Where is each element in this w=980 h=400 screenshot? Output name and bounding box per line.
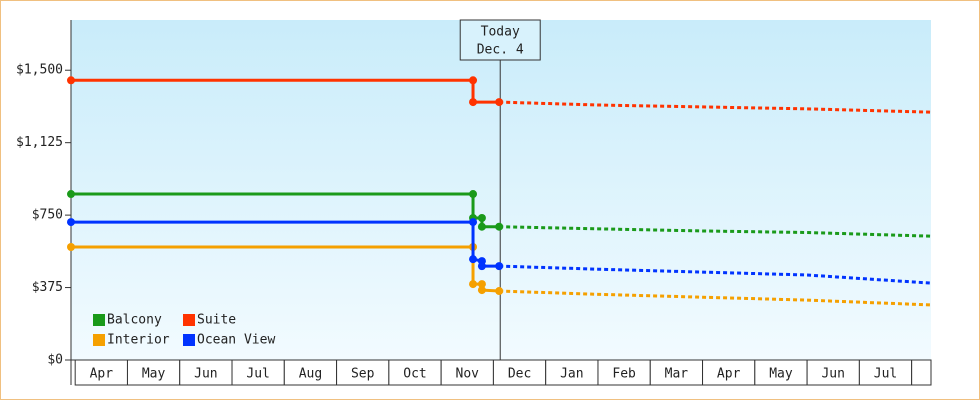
point [477,222,486,231]
y-tick-label: $750 [32,208,63,223]
x-tick-label: Apr [717,367,741,382]
x-tick-label: Nov [456,367,480,382]
x-tick-label: May [769,367,793,382]
point [477,280,486,289]
x-tick-box [911,359,932,386]
x-tick-label: Aug [299,367,322,382]
legend-swatch [183,314,195,326]
point [469,218,478,227]
point [67,190,75,199]
y-tick-label: $375 [32,280,63,295]
point [67,218,75,227]
x-tick-box [440,359,494,386]
x-tick-label: May [142,367,166,382]
point [495,287,504,296]
point [495,262,504,271]
plot-area [71,20,931,360]
x-tick-box [806,359,860,386]
forecast-line [499,100,932,114]
x-tick-box [649,359,704,386]
series-line [71,78,500,104]
forecast-line [499,289,932,307]
x-tick-label: Dec [508,367,531,382]
legend-label: Suite [197,313,236,328]
legend-swatch [93,314,105,326]
point [469,76,478,85]
point [477,286,486,295]
x-tick-label: Jun [821,367,844,382]
point [67,242,75,251]
x-tick-label: Jul [874,367,897,382]
y-tick-label: $1,125 [16,135,63,150]
x-tick-label: Apr [90,367,114,382]
y-tick-label: $1,500 [16,63,63,78]
forecast-line [499,225,932,238]
x-tick-label: Mar [665,367,689,382]
y-tick-label: $0 [47,353,63,368]
legend-swatch [183,334,195,346]
point [469,280,478,289]
annotation-text: Dec. 4 [477,43,524,58]
x-tick-label: Jun [194,367,217,382]
forecast-line [499,264,932,285]
annotation-box [459,19,541,61]
point [469,255,478,264]
legend-label: Interior [107,333,170,348]
x-tick-label: Sep [351,367,375,382]
point [495,98,504,107]
point [469,190,478,199]
point [469,98,478,107]
point [477,262,486,271]
x-tick-label: Feb [612,367,636,382]
x-tick-box [754,359,808,386]
legend-label: Balcony [107,313,162,328]
point [67,76,75,85]
x-tick-label: Jan [560,367,583,382]
legend-label: Ocean View [197,333,275,348]
annotation-text: Today [481,25,520,40]
legend-swatch [93,334,105,346]
point [495,222,504,231]
x-tick-label: Oct [403,367,426,382]
point [477,214,486,223]
x-tick-label: Jul [246,367,269,382]
